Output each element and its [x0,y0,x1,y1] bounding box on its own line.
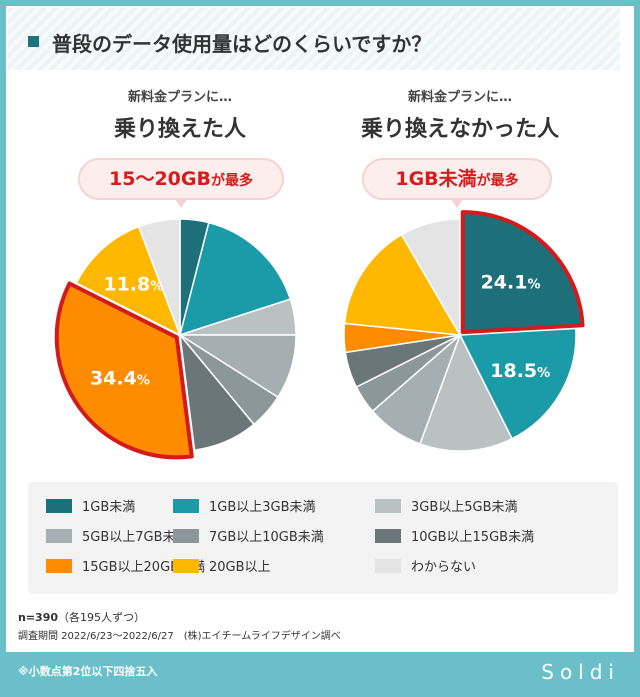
footnote: ※小数点第2位以下四捨五入 [18,665,158,678]
legend-item: 7GB以上10GB未満 [173,526,324,545]
pie-slice [75,225,181,336]
pie-slice [343,234,461,336]
pie-slice [179,334,255,451]
pie-slice [400,218,461,336]
pie-slice [54,281,194,460]
legend-swatch [46,498,72,513]
data-label: 11.8% [103,273,163,295]
legend-item: 5GB以上7GB未満 [46,526,189,545]
legend-swatch [46,528,72,543]
data-label: 18.5% [490,360,550,382]
pie-slice [179,221,292,336]
legend-swatch [173,528,199,543]
legend-label: 3GB以上5GB未満 [411,500,518,515]
legend-swatch [173,498,199,513]
right-heading: 新料金プランに… 乗り換えなかった人 [310,86,610,143]
legend-label: 10GB以上15GB未満 [411,530,535,545]
data-label: 34.4% [90,368,150,390]
soldi-logo: Soldi [541,660,620,684]
right-callout: 1GB未満が最多 [362,158,552,208]
legend: 1GB未満 1GB以上3GB未満 3GB以上5GB未満 5GB以上7GB未満 7GB以上… [28,482,618,594]
left-subtitle: 新料金プランに… [127,90,232,105]
legend-swatch [375,558,401,573]
pie-slice [459,327,577,440]
legend-label: 7GB以上10GB未満 [209,530,324,545]
pie-slice [419,334,513,452]
legend-item: 20GB以上 [173,556,271,575]
legend-item: 1GB以上3GB未満 [173,496,316,515]
legend-item: 1GB未満 [46,496,135,515]
right-pie-chart: 24.1% 18.5% [343,210,585,452]
legend-item: わからない [375,556,476,575]
legend-label: 1GB未満 [82,500,136,515]
survey-period: 調査期間 2022/6/23〜2022/6/27 (株)エイチームライフデザイン… [18,631,341,642]
legend-swatch [375,498,401,513]
legend-item: 10GB以上15GB未満 [375,526,534,545]
right-subtitle: 新料金プランに… [407,90,512,105]
pie-slice [137,218,181,336]
square-icon [28,36,39,47]
legend-swatch [375,528,401,543]
left-pie-chart: 34.4% 11.8% [54,218,297,460]
right-title: 乗り換えなかった人 [360,117,559,142]
sample-size: n=390（各195人ずつ） [18,611,146,624]
legend-label: 1GB以上3GB未満 [209,500,316,515]
legend-item: 3GB以上5GB未満 [375,496,518,515]
left-heading: 新料金プランに… 乗り換えた人 [30,86,330,143]
header: 普段のデータ使用量はどのくらいですか？ [8,8,620,70]
legend-swatch [46,558,72,573]
pie-slice [460,210,585,335]
data-label: 24.1% [481,272,541,294]
legend-swatch [173,558,199,573]
left-title: 乗り換えた人 [113,117,246,142]
legend-label: 20GB以上 [209,560,271,575]
legend-label: 5GB以上7GB未満 [82,530,189,545]
left-callout: 15〜20GBが最多 [78,158,284,208]
legend-label: わからない [411,560,477,575]
page-title: 普段のデータ使用量はどのくらいですか？ [52,32,432,56]
